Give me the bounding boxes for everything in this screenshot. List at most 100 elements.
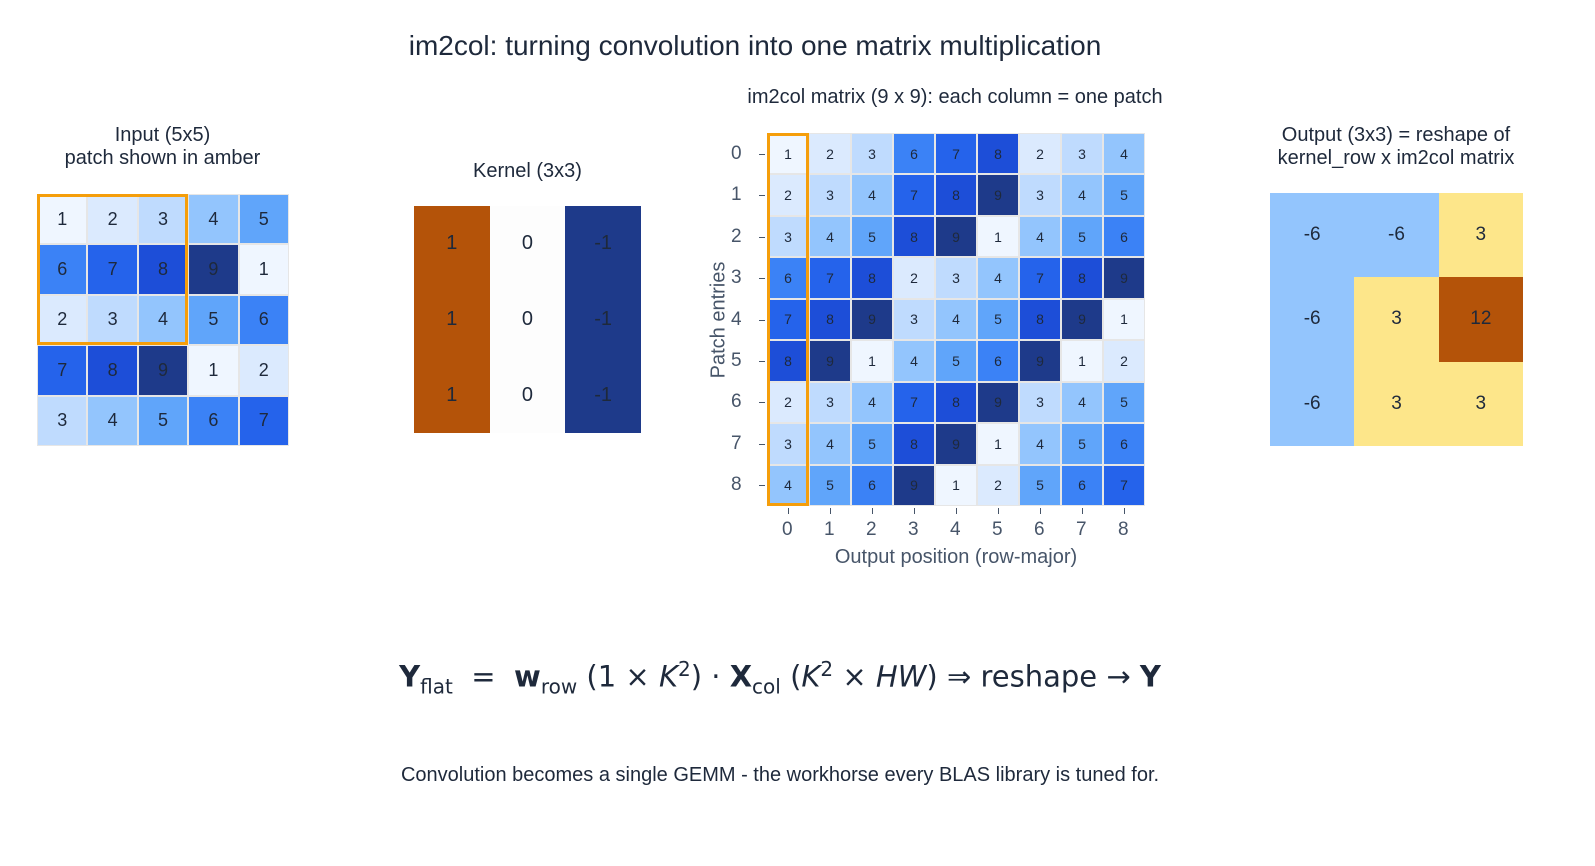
im2col-cell-r3-c7: 8	[1062, 258, 1102, 298]
im2col-cell-r0-c4: 7	[936, 134, 976, 174]
im2col-cell-r5-c7: 1	[1062, 341, 1102, 381]
im2col-cell-r7-c5: 1	[978, 424, 1018, 464]
im2col-cell-r3-c8: 9	[1104, 258, 1144, 298]
formula-row: row	[540, 674, 578, 699]
im2col-x-tickmark-8	[1124, 508, 1125, 514]
im2col-cell-r4-c1: 8	[810, 299, 850, 340]
im2col-y-tick-0: 0	[731, 142, 742, 164]
output-matrix: -6 -6 3 -6 3 12 -6 3 3	[1270, 193, 1523, 446]
input-cell-r3-c0: 7	[38, 346, 87, 395]
im2col-cell-r4-c5: 5	[978, 299, 1018, 340]
formula-Y: Y	[399, 659, 421, 694]
im2col-cell-r1-c7: 4	[1062, 175, 1102, 215]
im2col-x-tickmark-2	[872, 508, 873, 514]
output-cell-r1-c0: -6	[1270, 277, 1355, 362]
im2col-cell-r0-c8: 4	[1104, 134, 1144, 174]
input-cell-r2-c3: 5	[189, 295, 238, 345]
formula-flat: flat	[420, 674, 453, 699]
im2col-x-tick-2: 2	[866, 519, 877, 540]
im2col-cell-r7-c1: 4	[810, 424, 850, 464]
im2col-cell-r7-c4: 9	[936, 424, 976, 464]
im2col-x-tick-6: 6	[1034, 519, 1045, 540]
im2col-column-highlight	[767, 133, 809, 506]
formula-two: 2	[677, 657, 691, 681]
input-cell-r4-c2: 5	[138, 396, 188, 445]
formula-K2: K	[801, 659, 821, 694]
im2col-cell-r0-c1: 2	[810, 134, 850, 174]
im2col-y-tick-4: 4	[731, 308, 742, 330]
output-cell-r0-c1: -6	[1354, 193, 1439, 278]
im2col-x-tick-3: 3	[908, 519, 919, 540]
input-cell-r4-c0: 3	[38, 396, 87, 445]
input-cell-r3-c2: 9	[138, 346, 188, 395]
im2col-cell-r3-c4: 3	[936, 258, 976, 298]
caption: Convolution becomes a single GEMM - the …	[400, 764, 1160, 786]
im2col-cell-r0-c7: 3	[1062, 134, 1102, 174]
input-cell-r1-c0: 6	[38, 245, 87, 294]
im2col-cell-r0-c6: 2	[1020, 134, 1060, 174]
kernel-cell-r2-c0: 1	[414, 357, 490, 433]
input-cell-r1-c1: 7	[88, 245, 137, 294]
formula-eq: =	[471, 659, 496, 694]
im2col-cell-r6-c6: 3	[1020, 382, 1060, 423]
im2col-cell-r5-c1: 9	[810, 341, 850, 381]
im2col-x-tickmark-3	[914, 508, 915, 514]
input-cell-r4-c1: 4	[88, 396, 137, 445]
input-cell-r2-c4: 6	[239, 295, 288, 345]
input-panel-title: Input (5x5) patch shown in amber	[20, 124, 305, 170]
im2col-cell-r7-c2: 5	[852, 424, 892, 464]
im2col-y-axis-label: Patch entries	[707, 261, 730, 379]
input-cell-r0-c0: 1	[38, 195, 87, 244]
output-cell-r2-c2: 3	[1438, 361, 1523, 446]
im2col-y-tickmark-6	[759, 402, 765, 404]
formula-Y2: Y	[1139, 659, 1161, 694]
formula-col: col	[752, 674, 781, 699]
kernel-cell-r0-c1: 0	[489, 206, 566, 282]
formula-open2: (	[790, 659, 802, 694]
im2col-cell-r2-c0: 3	[768, 216, 808, 257]
input-cell-r4-c4: 7	[239, 396, 288, 445]
im2col-x-tickmark-5	[998, 508, 999, 514]
im2col-y-tick-7: 7	[731, 432, 742, 454]
im2col-cell-r8-c4: 1	[936, 465, 976, 505]
im2col-cell-r5-c5: 6	[978, 341, 1018, 381]
formula-implies: ⇒	[946, 659, 972, 694]
im2col-cell-r3-c1: 7	[810, 258, 850, 298]
im2col-x-tick-4: 4	[950, 519, 961, 540]
formula-close2: )	[926, 659, 938, 694]
input-cell-r2-c1: 3	[88, 295, 137, 345]
im2col-cell-r0-c5: 8	[978, 134, 1018, 174]
im2col-cell-r4-c8: 1	[1104, 299, 1144, 340]
kernel-cell-r2-c1: 0	[489, 357, 566, 433]
input-cell-r0-c4: 5	[239, 195, 288, 244]
im2col-cell-r8-c5: 2	[978, 465, 1018, 505]
im2col-x-tick-8: 8	[1118, 519, 1129, 540]
im2col-cell-r1-c6: 3	[1020, 175, 1060, 215]
im2col-y-tickmark-7	[759, 443, 765, 445]
im2col-cell-r1-c1: 3	[810, 175, 850, 215]
kernel-cell-r0-c2: -1	[565, 206, 641, 282]
formula-two2: 2	[820, 657, 834, 681]
im2col-cell-r3-c2: 8	[852, 258, 892, 298]
im2col-cell-r2-c5: 1	[978, 216, 1018, 257]
im2col-cell-r1-c0: 2	[768, 175, 808, 215]
input-title-line1: Input (5x5)	[114, 124, 211, 146]
im2col-cell-r6-c5: 9	[978, 382, 1018, 423]
im2col-y-tick-5: 5	[731, 349, 742, 371]
output-cell-r1-c1: 3	[1354, 277, 1439, 362]
im2col-cell-r6-c0: 2	[768, 382, 808, 423]
im2col-y-tickmark-2	[759, 236, 765, 238]
im2col-cell-r8-c8: 7	[1104, 465, 1144, 505]
im2col-cell-r7-c3: 8	[894, 424, 934, 464]
im2col-cell-r0-c3: 6	[894, 134, 934, 174]
im2col-cell-r2-c3: 8	[894, 216, 934, 257]
input-cell-r0-c1: 2	[88, 195, 137, 244]
input-cell-r3-c3: 1	[189, 346, 238, 395]
im2col-cell-r7-c8: 6	[1104, 424, 1144, 464]
im2col-cell-r1-c4: 8	[936, 175, 976, 215]
input-cell-r1-c3: 9	[189, 245, 238, 294]
im2col-y-tickmark-4	[759, 319, 765, 321]
im2col-cell-r7-c0: 3	[768, 424, 808, 464]
im2col-cell-r2-c7: 5	[1062, 216, 1102, 257]
